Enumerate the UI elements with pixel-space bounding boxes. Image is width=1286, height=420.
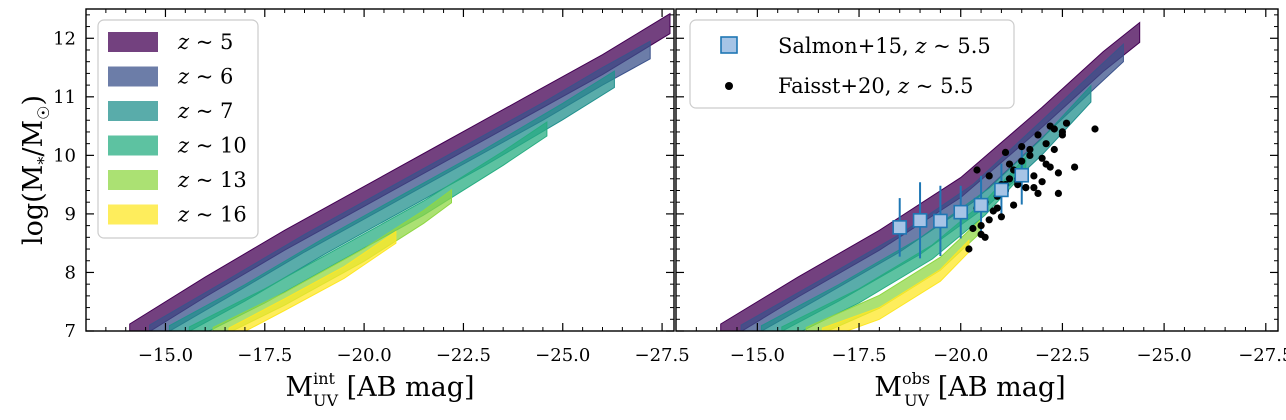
salmon-point <box>912 213 928 228</box>
faisst-point <box>1018 157 1026 165</box>
faisst-point <box>977 230 985 238</box>
x-tick-label: −17.5 <box>237 345 292 366</box>
faisst-point <box>1058 131 1066 139</box>
faisst-point <box>1030 184 1038 192</box>
left-legend: z ~ 5 z ~ 6 z ~ 7 z ~ 10 z ~ 13 z ~ 16 <box>97 19 259 239</box>
y-tick-label: 8 <box>65 262 76 283</box>
faisst-point <box>1038 178 1046 186</box>
faisst-point <box>1018 143 1026 151</box>
y-tick-label: 7 <box>65 321 76 342</box>
right-x-axis-label: Mobs UV [AB mag] <box>874 369 1065 410</box>
faisst-point <box>1091 125 1099 133</box>
left-axes-frame <box>85 8 675 332</box>
legend-label-z13: z ~ 13 <box>177 168 247 192</box>
faisst-point <box>997 213 1006 221</box>
faisst-point <box>1042 140 1050 148</box>
x-tick-label: −25.0 <box>535 345 590 366</box>
legend-marker-salmon <box>720 36 738 54</box>
left-panel: −15.0 −17.5 −20.0 −22.5 −25.0 −27.5789101112 … <box>18 8 690 410</box>
faisst-point <box>977 222 985 230</box>
faisst-point <box>985 216 993 224</box>
faisst-point <box>1026 151 1034 159</box>
legend-label-z16: z ~ 16 <box>177 203 247 227</box>
legend-label-z10: z ~ 10 <box>177 134 247 158</box>
legend-label-z6: z ~ 6 <box>177 65 233 89</box>
salmon-point <box>994 182 1009 198</box>
faisst-point <box>993 204 1001 212</box>
faisst-point <box>1005 175 1014 183</box>
faisst-point <box>1038 154 1046 162</box>
legend-swatch-z6 <box>108 66 158 87</box>
x-tick-label: −27.5 <box>1238 345 1286 366</box>
faisst-point <box>1030 172 1038 180</box>
faisst-point <box>1071 163 1079 171</box>
y-axis-label: log(M*/M☉) <box>18 95 53 245</box>
y-tick-label: 9 <box>65 204 76 225</box>
faisst-point <box>1010 201 1018 209</box>
x-tick-label: −22.5 <box>1035 345 1090 366</box>
legend-swatch-z7 <box>108 101 158 121</box>
faisst-point <box>1001 148 1010 156</box>
faisst-point <box>1062 119 1071 127</box>
faisst-point <box>1022 184 1030 192</box>
faisst-point <box>965 245 973 253</box>
legend-label-salmon: Salmon+15, z ~ 5.5 <box>778 34 991 58</box>
faisst-point <box>1034 189 1042 197</box>
right-legend: Salmon+15, z ~ 5.5 Faisst+20, z ~ 5.5 <box>689 19 1015 109</box>
left-band-16 <box>228 230 397 331</box>
x-tick-label: −27.5 <box>634 345 689 366</box>
right-axes-frame <box>675 8 1279 332</box>
faisst-point <box>1054 189 1062 197</box>
legend-marker-faisst <box>725 82 733 90</box>
x-tick-label: −15.0 <box>730 345 785 366</box>
left-x-axis-label: Mint UV [AB mag] <box>285 369 474 410</box>
legend-label-z5: z ~ 5 <box>177 30 233 54</box>
right-panel: −15.0 −17.5 −20.0 −22.5 −25.0 −27.5 Salmon+15… <box>675 8 1286 410</box>
faisst-point <box>1042 160 1050 168</box>
faisst-point <box>1034 131 1042 139</box>
left-ticks: −15.0 −17.5 −20.0 −22.5 −25.0 −27.5 7 8 9 10 11 12 <box>53 9 690 366</box>
faisst-point <box>1014 181 1022 189</box>
legend-swatch-z13 <box>108 170 158 190</box>
legend-swatch-z5 <box>108 32 158 52</box>
x-tick-label: −20.0 <box>337 345 392 366</box>
x-tick-label: −15.0 <box>138 345 193 366</box>
faisst-point <box>1005 160 1014 168</box>
right-ticks: −15.0 −17.5 −20.0 −22.5 −25.0 −27.5 <box>675 9 1286 366</box>
legend-label-faisst: Faisst+20, z ~ 5.5 <box>778 74 973 98</box>
faisst-point <box>1026 145 1034 154</box>
salmon-point <box>1014 167 1030 183</box>
right-point-layer <box>892 119 1099 259</box>
legend-swatch-z10 <box>108 135 158 156</box>
faisst-point <box>1054 169 1062 177</box>
x-tick-label: −25.0 <box>1137 345 1192 366</box>
y-tick-label: 12 <box>53 28 76 49</box>
x-tick-label: −20.0 <box>933 345 988 366</box>
salmon-point <box>933 213 948 229</box>
faisst-point <box>973 166 981 174</box>
faisst-point <box>985 172 993 180</box>
left-band-layer <box>129 12 671 331</box>
x-tick-label: −22.5 <box>436 345 491 366</box>
y-tick-label: 10 <box>53 145 76 166</box>
salmon-point <box>953 204 969 220</box>
y-tick-label: 11 <box>53 87 76 108</box>
salmon-point <box>973 197 989 213</box>
right-legend-box <box>689 19 1015 109</box>
legend-swatch-z16 <box>108 204 158 225</box>
faisst-point <box>1050 145 1058 154</box>
x-tick-label: −17.5 <box>831 345 886 366</box>
salmon-point <box>892 220 908 235</box>
faisst-point <box>1046 122 1054 130</box>
legend-label-z7: z ~ 7 <box>177 99 233 123</box>
faisst-point <box>969 224 977 233</box>
